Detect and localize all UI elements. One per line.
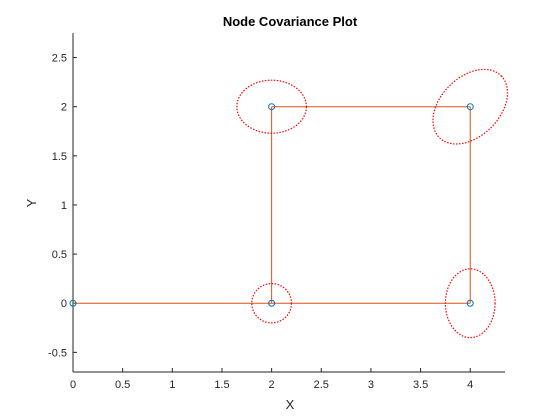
x-tick-label: 3 <box>368 379 374 391</box>
x-tick-label: 2 <box>269 379 275 391</box>
covariance-ellipse <box>236 79 307 134</box>
x-tick-label: 2.5 <box>314 379 329 391</box>
x-tick-label: 0.5 <box>115 379 130 391</box>
x-tick-label: 4 <box>467 379 473 391</box>
node-marker <box>466 299 474 307</box>
y-tick-label: 2 <box>61 102 67 114</box>
x-tick-label: 1 <box>169 379 175 391</box>
plot-area: 0 0.5 1 1.5 2 2.5 3 3.5 4 -0.5 0 0.5 1 1.5 2 2.5 <box>48 33 509 391</box>
y-tick-label: 1 <box>61 200 67 212</box>
chart-title: Node Covariance Plot <box>223 14 358 29</box>
node-marker <box>268 299 276 307</box>
y-tick-label: 0.5 <box>52 249 67 261</box>
y-axis-label: Y <box>24 198 39 207</box>
y-tick-label: -0.5 <box>48 347 67 359</box>
y-tick-label: 0 <box>61 298 67 310</box>
covariance-ellipse <box>251 282 293 324</box>
node-marker <box>69 299 77 307</box>
covariance-ellipse <box>444 268 496 339</box>
y-tick-label: 1.5 <box>52 151 67 163</box>
y-tick-label: 2.5 <box>52 53 67 65</box>
covariance-ellipse <box>432 68 509 145</box>
x-axis-label: X <box>286 397 295 412</box>
x-tick-label: 3.5 <box>413 379 428 391</box>
x-tick-label: 0 <box>70 379 76 391</box>
node-marker <box>268 103 276 111</box>
node-marker <box>466 103 474 111</box>
x-tick-label: 1.5 <box>214 379 229 391</box>
